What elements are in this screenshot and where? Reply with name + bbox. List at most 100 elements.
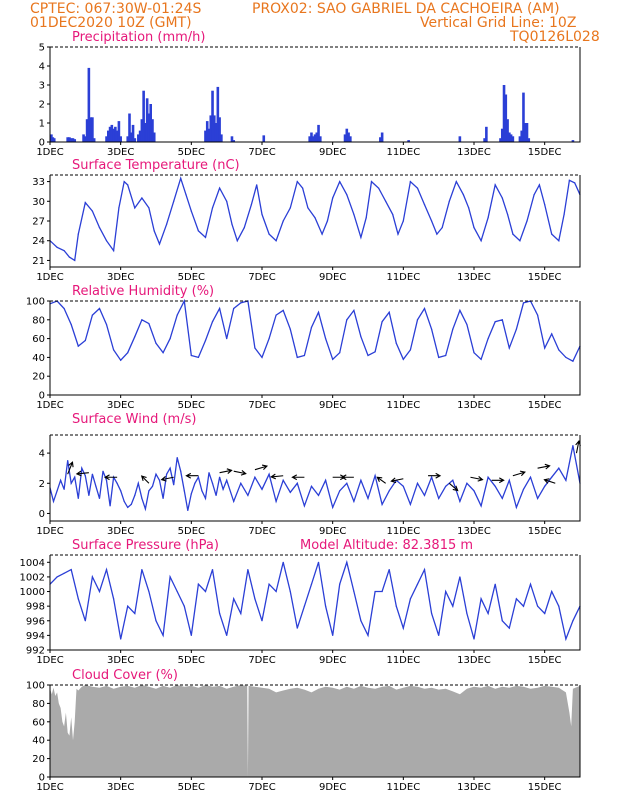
pressure-y-tick-label: 998 [26, 602, 45, 613]
rh-point [551, 333, 553, 335]
pressure-point [127, 605, 129, 607]
precip-bar [213, 115, 216, 142]
pressure-point [522, 605, 525, 607]
wind-point [310, 485, 313, 487]
precip-bar [317, 124, 320, 142]
wind-point [247, 494, 249, 496]
pressure-point [325, 605, 327, 607]
pressure-point [296, 627, 298, 629]
rh-point [346, 319, 348, 321]
wind-y-tick-label: 2 [39, 479, 45, 490]
rh-point [77, 345, 79, 347]
rh-x-tick-label: 9DEC [319, 400, 346, 411]
temp-point [307, 207, 309, 209]
wind-arrow [219, 468, 233, 474]
pressure-x-tick-label: 11DEC [386, 655, 420, 666]
header-station-coords: CPTEC: 067:30W-01:24S [30, 1, 202, 17]
precip-y-tick-label: 4 [39, 62, 45, 73]
pressure-point [459, 576, 461, 578]
rh-point [459, 309, 461, 311]
wind-point [551, 476, 553, 478]
precip-bar [308, 136, 311, 142]
rh-point [240, 302, 242, 304]
pressure-x-tick-label: 7DEC [248, 655, 275, 666]
temp-point [314, 217, 316, 219]
rh-point [254, 347, 256, 349]
wind-x-tick-label: 9DEC [319, 526, 346, 537]
pressure-point [197, 583, 199, 585]
temp-point [326, 220, 328, 222]
precip-x-tick-label: 3DEC [107, 147, 134, 158]
temp-point [370, 180, 373, 183]
temp-point [448, 200, 450, 202]
wind-point [501, 497, 503, 499]
wind-point [388, 490, 390, 492]
pressure-point [169, 576, 171, 578]
rh-point [438, 356, 440, 358]
pressure-x-tick-label: 5DEC [178, 655, 205, 666]
temp-point [501, 197, 503, 199]
cloud-y-tick-label: 100 [26, 681, 45, 692]
temp-x-tick-label: 3DEC [107, 272, 134, 283]
pressure-point [261, 620, 263, 622]
pressure-point [494, 583, 496, 585]
pressure-point [515, 598, 518, 600]
wind-point [162, 497, 164, 499]
temp-point [236, 240, 238, 242]
cloud-area [50, 685, 580, 777]
wind-point [151, 485, 154, 487]
pressure-point [176, 590, 178, 593]
pressure-point [282, 561, 284, 563]
precip-bar [343, 134, 347, 142]
temp-point [512, 233, 514, 235]
pressure-point [91, 576, 93, 578]
precip-x-tick-label: 13DEC [457, 147, 491, 158]
temp-x-tick-label: 1DEC [36, 272, 63, 283]
wind-point [529, 476, 532, 478]
wind-point [123, 500, 125, 502]
wind-point [558, 467, 560, 469]
temp-point [127, 184, 129, 186]
wind-point [91, 473, 93, 475]
wind-point [240, 482, 242, 484]
wind-point [102, 470, 104, 472]
precip-bar [144, 123, 147, 142]
wind-point [215, 494, 217, 496]
rh-point [537, 314, 539, 316]
temp-point [402, 220, 404, 222]
rh-point [402, 358, 404, 360]
pressure-point [558, 605, 560, 607]
precip-bar [500, 128, 504, 142]
precip-bar [110, 124, 114, 142]
temp-point [113, 249, 115, 252]
precip-bar [525, 123, 529, 142]
precip-bar [499, 138, 502, 142]
temp-point [416, 187, 419, 189]
pressure-point [529, 583, 532, 585]
rh-point [169, 338, 171, 340]
rh-x-tick-label: 11DEC [386, 400, 420, 411]
pressure-point [374, 590, 376, 593]
pressure-x-tick-label: 13DEC [457, 655, 491, 666]
temp-point [487, 217, 489, 219]
wind-point [282, 479, 284, 481]
temp-point [436, 233, 438, 235]
rh-point [219, 307, 221, 310]
precip-bar [68, 137, 71, 142]
rh-point [558, 349, 560, 351]
pressure-point [240, 612, 242, 615]
wind-point [303, 505, 305, 507]
precip-bar [230, 136, 234, 142]
wind-point [431, 476, 433, 478]
precip-bar [207, 128, 211, 142]
cloud-y-tick-label: 40 [32, 736, 45, 747]
temp-point [219, 187, 221, 189]
wind-arrow [376, 476, 386, 484]
wind-point [60, 479, 62, 481]
cloud-x-tick-label: 1DEC [36, 782, 63, 793]
wind-point [466, 482, 468, 484]
rh-point [63, 307, 65, 310]
precip-bar [151, 119, 154, 142]
temp-point [455, 180, 457, 183]
temp-point [506, 213, 509, 216]
